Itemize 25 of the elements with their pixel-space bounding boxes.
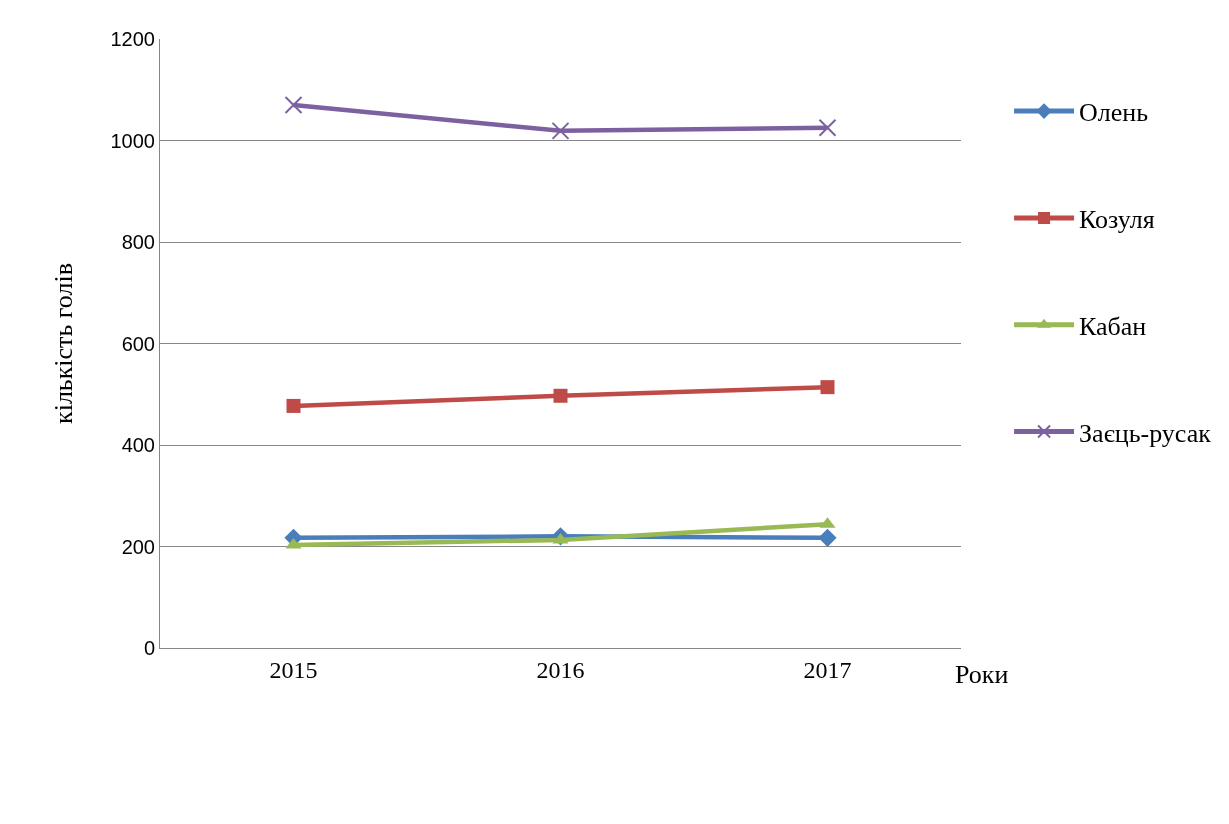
legend-label: Кабан [1079,311,1147,341]
point [552,532,569,544]
point [820,380,835,395]
point [553,388,568,403]
x-tick-label: 2016 [536,656,585,683]
y-tick-label: 600 [121,332,155,355]
y-tick-label: 1200 [110,28,155,50]
y-tick-label: 0 [143,637,155,659]
point [551,121,570,140]
point [286,398,301,413]
point [285,537,302,549]
point [818,118,837,137]
y-tick-label: 400 [121,434,155,456]
legend-label: Козуля [1079,205,1155,235]
legend-label: Олень [1079,98,1149,128]
x-axis-title: Роки [955,660,1009,689]
x-tick-label: 2015 [269,656,318,683]
y-axis-title: кількість голів [48,263,78,424]
point [284,95,303,114]
y-tick-label: 200 [121,535,155,558]
point [818,528,837,547]
y-tick-label: 1000 [110,129,155,152]
legend-label: Заєць-русак [1079,418,1212,448]
y-tick-label: 800 [121,231,155,253]
x-tick-label: 2017 [803,656,852,683]
